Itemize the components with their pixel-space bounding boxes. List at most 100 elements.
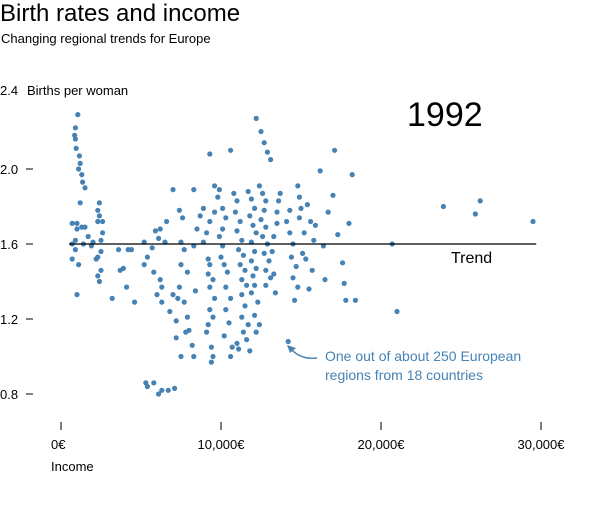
- data-point: [117, 267, 123, 273]
- data-point: [229, 344, 235, 350]
- data-point: [216, 233, 222, 240]
- data-point: [207, 218, 213, 225]
- data-point: [295, 183, 301, 189]
- data-point: [96, 200, 102, 206]
- data-point: [186, 327, 192, 333]
- data-point: [330, 192, 336, 198]
- data-point: [221, 262, 227, 268]
- data-point: [300, 250, 306, 256]
- data-point: [274, 220, 280, 226]
- data-point: [274, 209, 280, 215]
- data-point: [116, 247, 122, 253]
- annotation-arrowhead: [287, 345, 296, 353]
- data-point: [346, 220, 352, 226]
- data-point: [76, 166, 82, 172]
- data-point: [226, 320, 232, 326]
- data-point: [296, 194, 302, 200]
- data-point: [236, 247, 242, 253]
- data-point: [98, 267, 104, 273]
- data-point: [212, 209, 218, 215]
- data-point: [239, 237, 245, 243]
- data-point: [208, 359, 214, 365]
- data-point: [69, 256, 75, 262]
- data-point: [144, 383, 150, 390]
- data-point: [197, 213, 203, 219]
- data-point: [144, 254, 150, 260]
- data-point: [232, 209, 238, 215]
- data-point: [237, 262, 243, 268]
- data-point: [245, 322, 251, 328]
- data-point: [244, 337, 250, 343]
- data-point: [172, 385, 178, 391]
- data-point: [215, 194, 221, 200]
- data-point: [263, 282, 269, 288]
- data-point: [231, 190, 237, 196]
- data-point: [223, 307, 229, 313]
- x-axis: 0€ 10,000€ 20,000€ 30,000€: [51, 422, 565, 452]
- data-point: [173, 335, 179, 341]
- data-point: [260, 190, 266, 196]
- data-points: [69, 112, 536, 397]
- data-point: [95, 218, 101, 225]
- data-point: [247, 348, 253, 354]
- y-tick-label: 0.8: [0, 387, 18, 402]
- data-point: [247, 213, 253, 219]
- data-point: [261, 140, 267, 146]
- data-point: [204, 230, 210, 236]
- data-point: [245, 188, 251, 195]
- data-point: [205, 271, 211, 277]
- data-point: [530, 218, 536, 225]
- data-point: [100, 218, 106, 225]
- data-point: [311, 237, 317, 243]
- y-axis-label: Births per woman: [27, 83, 128, 98]
- data-point: [304, 202, 310, 208]
- y-tick-label: 2.0: [0, 162, 18, 177]
- data-point: [261, 207, 267, 213]
- data-point: [352, 297, 358, 303]
- data-point: [287, 230, 293, 236]
- data-point: [204, 329, 210, 335]
- data-point: [72, 247, 78, 253]
- x-tick-label: 0€: [51, 437, 66, 452]
- data-point: [224, 269, 230, 275]
- data-point: [74, 292, 80, 298]
- data-point: [306, 286, 312, 292]
- data-point: [207, 307, 213, 313]
- data-point: [69, 220, 75, 226]
- data-point: [216, 187, 222, 193]
- data-point: [394, 308, 400, 315]
- data-point: [290, 275, 296, 281]
- data-point: [159, 299, 165, 305]
- data-point: [96, 278, 102, 285]
- data-point: [237, 218, 243, 225]
- data-point: [156, 235, 162, 241]
- data-point: [332, 147, 338, 153]
- data-point: [170, 187, 176, 193]
- data-point: [207, 284, 213, 290]
- data-point: [308, 218, 314, 225]
- data-point: [151, 269, 157, 275]
- data-point: [303, 256, 309, 262]
- data-point: [239, 314, 245, 320]
- data-point: [72, 125, 78, 131]
- data-point: [325, 209, 331, 215]
- data-point: [240, 252, 246, 258]
- data-point: [159, 284, 165, 290]
- data-point: [210, 277, 216, 283]
- data-point: [269, 248, 275, 255]
- data-point: [256, 322, 262, 328]
- data-point: [228, 353, 234, 360]
- y-axis: 0.8 1.2 1.6 2.0 2.4: [0, 83, 33, 402]
- data-point: [74, 226, 80, 232]
- data-point: [236, 346, 242, 352]
- data-point: [242, 303, 248, 309]
- data-point: [256, 183, 262, 189]
- data-point: [239, 277, 245, 283]
- year-label: 1992: [407, 96, 483, 134]
- data-point: [268, 157, 274, 163]
- data-point: [191, 353, 197, 360]
- data-point: [271, 233, 277, 240]
- data-point: [184, 269, 190, 275]
- data-point: [76, 153, 82, 159]
